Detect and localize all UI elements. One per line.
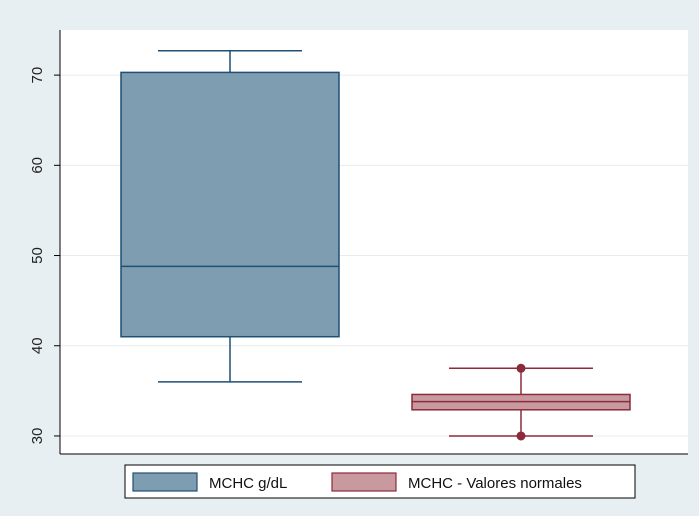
y-axis-ticks: 30 40 50 60 70	[29, 67, 60, 445]
outlier-point-1-1	[516, 363, 526, 373]
boxes	[120, 49, 631, 441]
legend-label-0: MCHC g/dL	[209, 475, 287, 492]
outlier-point-1-0	[516, 431, 526, 441]
legend-swatch-0	[132, 472, 198, 492]
legend-swatch-1	[331, 472, 397, 492]
legend-label-1: MCHC - Valores normales	[408, 475, 582, 492]
box-rect-0	[120, 71, 340, 338]
y-tick-label-50: 50	[29, 247, 46, 264]
y-tick-label-70: 70	[29, 67, 46, 84]
legend: MCHC g/dL MCHC - Valores normales	[124, 464, 636, 499]
y-tick-label-30: 30	[29, 428, 46, 445]
y-tick-label-60: 60	[29, 157, 46, 174]
box-1	[411, 363, 631, 441]
box-0	[120, 49, 340, 383]
y-tick-label-40: 40	[29, 337, 46, 354]
